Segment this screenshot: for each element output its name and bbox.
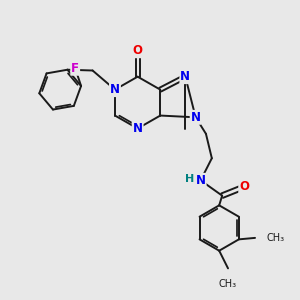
Text: O: O bbox=[239, 180, 249, 193]
Text: N: N bbox=[196, 174, 206, 187]
Text: CH₃: CH₃ bbox=[266, 233, 284, 243]
Text: H: H bbox=[185, 174, 194, 184]
Text: O: O bbox=[133, 44, 142, 57]
Text: N: N bbox=[110, 83, 120, 96]
Text: N: N bbox=[133, 122, 142, 135]
Text: N: N bbox=[190, 111, 201, 124]
Text: N: N bbox=[180, 70, 190, 83]
Text: F: F bbox=[71, 62, 79, 75]
Text: CH₃: CH₃ bbox=[219, 279, 237, 289]
